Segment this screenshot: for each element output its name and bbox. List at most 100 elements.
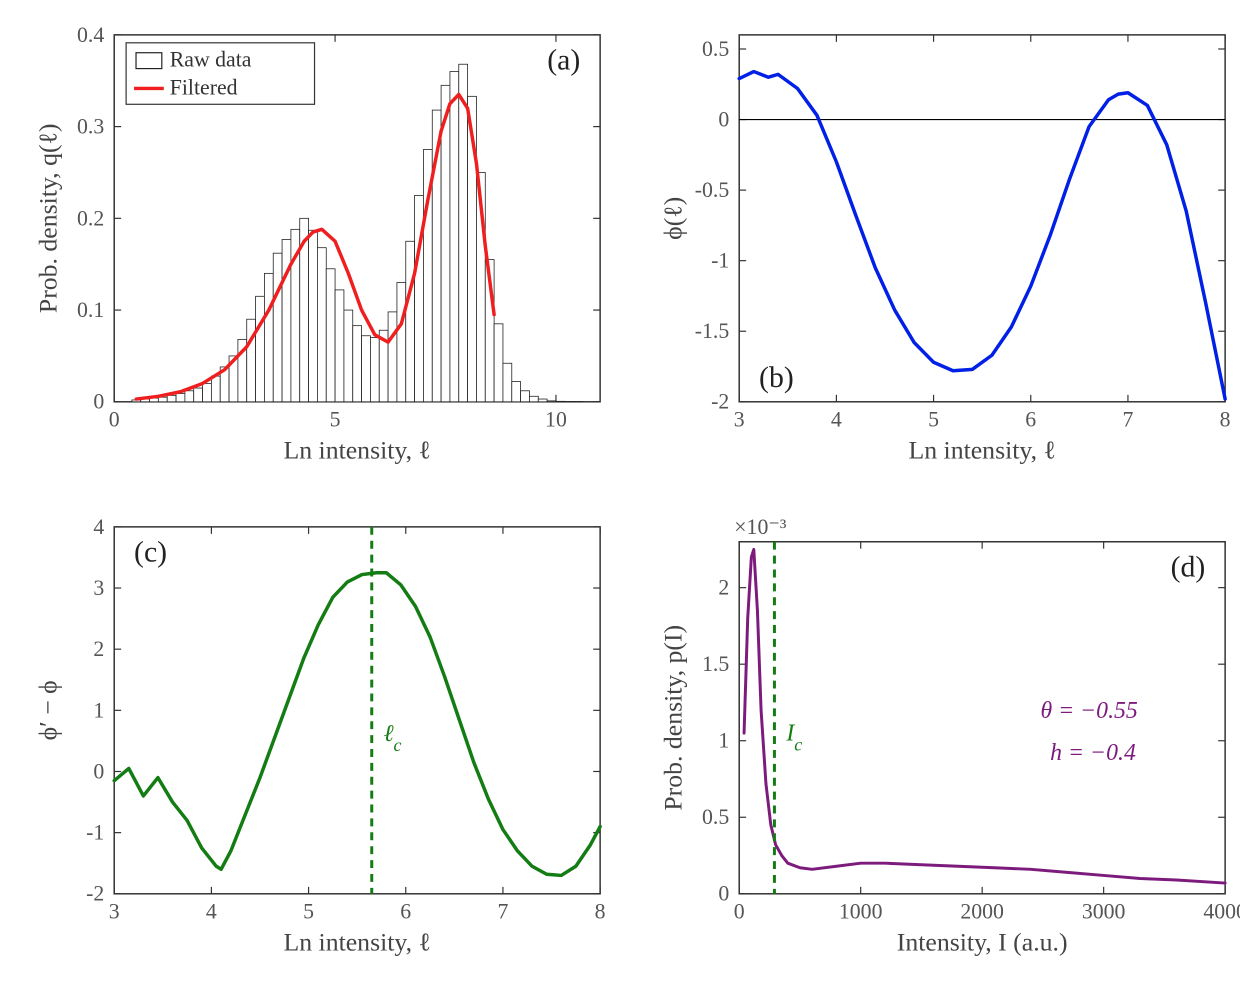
y-tick-label: 2 (93, 637, 104, 661)
y-axis-label: Prob. density, q(ℓ) (34, 124, 63, 314)
figure-grid: 051000.10.20.30.4Ln intensity, ℓProb. de… (20, 20, 1240, 963)
histogram-bar (176, 394, 185, 402)
histogram-bar (326, 269, 335, 402)
x-tick-label: 7 (1122, 408, 1133, 432)
x-tick-label: 8 (1220, 408, 1231, 432)
histogram-bar (538, 399, 547, 402)
x-tick-label: 1000 (839, 899, 883, 923)
y-tick-label: 4 (93, 514, 104, 538)
y-axis-label: Prob. density, p(I) (659, 624, 688, 810)
y-axis-label: ϕ(ℓ) (659, 197, 688, 240)
critical-label-ic: Ic (785, 720, 802, 754)
x-axis-label: Ln intensity, ℓ (908, 435, 1055, 464)
histogram-bar (503, 363, 512, 402)
x-tick-label: 5 (330, 408, 341, 432)
histogram-bar (362, 336, 371, 402)
legend-swatch-bar (136, 53, 162, 69)
panel-label-d: (d) (1171, 550, 1206, 583)
histogram-bar (521, 391, 530, 402)
legend-label-filtered: Filtered (170, 75, 238, 99)
histogram-bar (406, 241, 415, 402)
x-axis-label: Ln intensity, ℓ (283, 435, 430, 464)
y-tick-label: -2 (711, 390, 729, 414)
histogram-bar (185, 391, 194, 402)
x-tick-label: 7 (497, 899, 508, 923)
x-tick-label: 4000 (1203, 899, 1240, 923)
histogram-bar (494, 324, 503, 402)
phi-line (739, 72, 1225, 399)
x-tick-label: 8 (595, 899, 606, 923)
x-tick-label: 3 (734, 408, 745, 432)
plot-box (739, 541, 1225, 893)
panel-b: 3 4 5 6 7 8 -2 -1.5 -1 -0.5 0 0.5 Ln intensity, ℓ ϕ(ℓ… (645, 20, 1240, 472)
histogram-bar (211, 376, 220, 402)
y-tick-label: 0.2 (77, 206, 104, 230)
plot-box (114, 526, 600, 893)
annotation-1: h = −0.4 (1050, 740, 1136, 766)
panel-label-c: (c) (134, 535, 167, 568)
y-tick-label: 0.5 (702, 37, 729, 61)
y-tick-label: -1.5 (695, 319, 730, 343)
pI-line (744, 549, 1225, 883)
y-tick-label: 0.4 (77, 23, 104, 47)
histogram-bar (194, 388, 203, 402)
y-tick-label: -0.5 (695, 178, 730, 202)
y-tick-label: 3 (93, 575, 104, 599)
histogram-bar (203, 383, 212, 401)
annotation-0: θ = −0.55 (1040, 697, 1137, 723)
y-tick-label: -2 (86, 881, 104, 905)
y-tick-label: 0 (93, 390, 104, 414)
x-tick-label: 0 (109, 408, 120, 432)
x-tick-label: 2000 (960, 899, 1004, 923)
y-tick-label: 0.3 (77, 115, 104, 139)
critical-label-lc: ℓc (384, 720, 402, 754)
x-tick-label: 4 (206, 899, 217, 923)
histogram-bar (167, 395, 176, 401)
x-tick-label: 5 (928, 408, 939, 432)
y-axis-label: ϕ′ − ϕ (34, 680, 63, 740)
x-tick-label: 4 (831, 408, 842, 432)
histogram-bar (529, 396, 538, 402)
y-tick-label: 0.1 (77, 298, 104, 322)
x-tick-label: 0 (734, 899, 745, 923)
histogram-bar (547, 401, 556, 402)
histogram-bar (459, 64, 468, 402)
x-axis-label: Ln intensity, ℓ (283, 927, 430, 956)
histogram-bar (309, 230, 318, 402)
histogram-bar (344, 310, 353, 402)
histogram-bar (158, 397, 167, 402)
y-tick-label: 0 (718, 107, 729, 131)
histogram-bar (450, 72, 459, 402)
panel-label-b: (b) (759, 361, 794, 394)
histogram-bar (397, 283, 406, 402)
y-tick-label: -1 (711, 249, 729, 273)
y-tick-label: 0.5 (702, 805, 729, 829)
x-tick-label: 3000 (1082, 899, 1126, 923)
x-tick-label: 6 (400, 899, 411, 923)
panel-c: 3 4 5 6 7 8 -2 -1 0 1 2 3 4 Ln intensity, ℓ ϕ′ − ϕ ℓc (c… (20, 512, 615, 964)
y-tick-label: -1 (86, 820, 104, 844)
x-tick-label: 3 (109, 899, 120, 923)
y-tick-label: 0 (93, 759, 104, 783)
histogram-bar (317, 248, 326, 402)
x-axis-label: Intensity, I (a.u.) (897, 927, 1068, 956)
y-tick-label: 1.5 (702, 652, 729, 676)
y-tick-label: 1 (718, 728, 729, 752)
y-tick-label: 1 (93, 698, 104, 722)
histogram-bar (370, 338, 379, 402)
plot-box (739, 35, 1225, 402)
y-tick-label: 0 (718, 881, 729, 905)
y-tick-label: 2 (718, 575, 729, 599)
diff-line (114, 572, 600, 875)
x-tick-label: 5 (303, 899, 314, 923)
panel-a: 051000.10.20.30.4Ln intensity, ℓProb. de… (20, 20, 615, 472)
x-tick-label: 6 (1025, 408, 1036, 432)
panel-label-a: (a) (547, 44, 580, 77)
histogram-bar (256, 296, 265, 401)
histogram-bar (264, 273, 273, 401)
y-exponent: ×10⁻³ (734, 514, 787, 538)
histogram-bar (353, 326, 362, 402)
histogram-bar (512, 382, 521, 402)
histogram-bar (273, 253, 282, 402)
histogram-bar (335, 290, 344, 402)
